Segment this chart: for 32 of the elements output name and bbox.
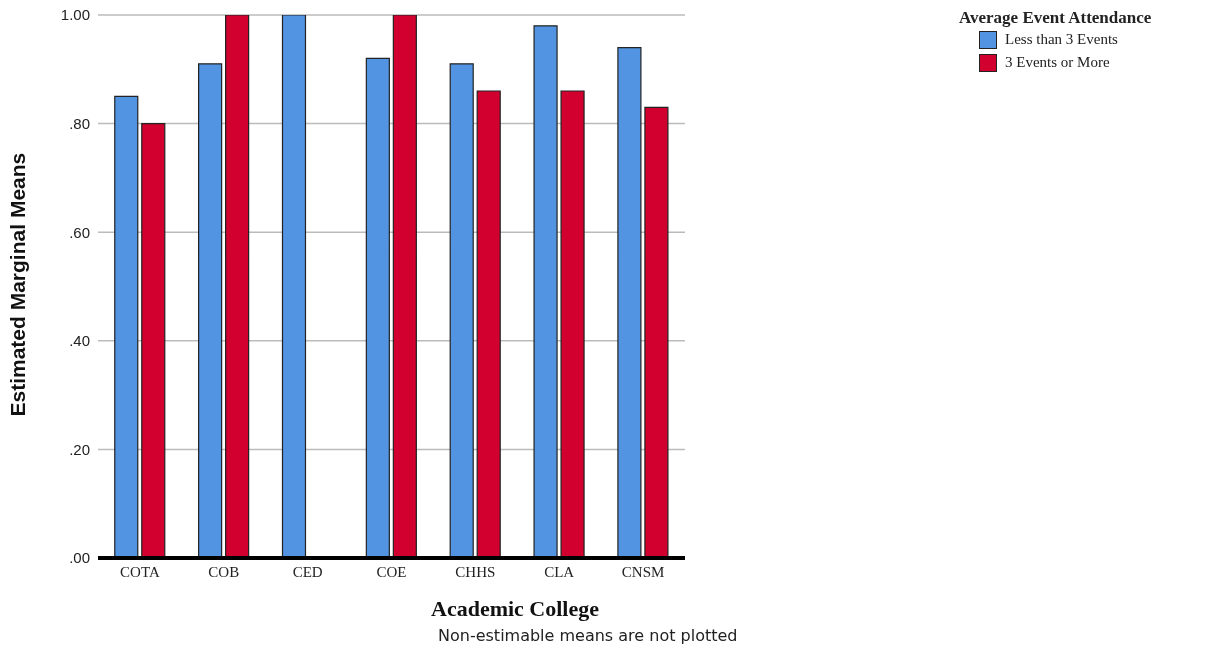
bar bbox=[392, 15, 417, 558]
bar bbox=[476, 90, 501, 558]
x-tick-label: COB bbox=[208, 563, 240, 580]
x-tick-label: COE bbox=[376, 563, 407, 580]
x-tick-label: CHHS bbox=[455, 563, 496, 580]
legend-label: 3 Events or More bbox=[1004, 53, 1111, 72]
y-axis-title: Estimated Marginal Means bbox=[6, 152, 30, 417]
bar bbox=[281, 15, 307, 558]
y-tick-label: .20 bbox=[69, 440, 90, 458]
bar bbox=[449, 63, 474, 558]
text: Non-estimable means are not plotted bbox=[438, 626, 738, 645]
bar bbox=[225, 15, 250, 558]
x-tick-label: CNSM bbox=[621, 563, 665, 580]
bar bbox=[114, 95, 139, 558]
legend-label: Less than 3 Events bbox=[1004, 30, 1119, 49]
y-tick-label: .00 bbox=[69, 549, 90, 567]
x-axis-title: Academic College bbox=[430, 596, 600, 622]
y-tick-label: .40 bbox=[69, 332, 90, 350]
bar bbox=[617, 46, 642, 558]
x-tick-label: CLA bbox=[544, 563, 575, 580]
y-tick-label: 1.00 bbox=[60, 6, 90, 24]
x-tick-label: CED bbox=[292, 563, 323, 580]
x-tick-label: COTA bbox=[120, 563, 160, 580]
bar bbox=[644, 106, 669, 558]
bar bbox=[141, 123, 166, 558]
y-tick-label: .80 bbox=[69, 114, 90, 132]
y-tick-label: .60 bbox=[69, 223, 90, 241]
legend-title: Average Event Attendance bbox=[959, 8, 1153, 28]
bar bbox=[198, 63, 223, 558]
bar bbox=[533, 25, 558, 558]
bar bbox=[560, 90, 585, 558]
bar bbox=[365, 57, 390, 558]
